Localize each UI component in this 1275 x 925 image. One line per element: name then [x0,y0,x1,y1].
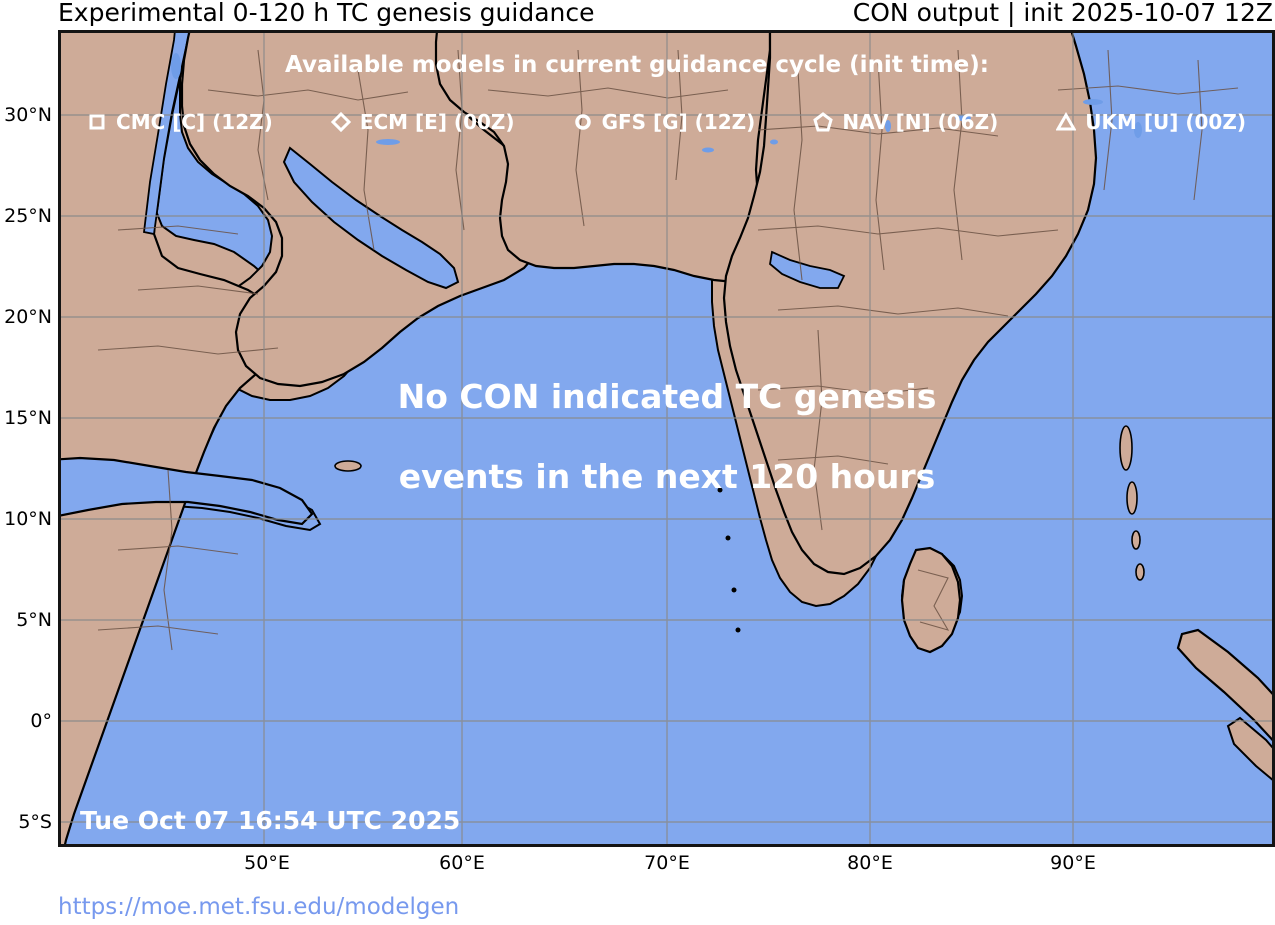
source-url-link[interactable]: https://moe.met.fsu.edu/modelgen [58,894,460,920]
page-title: Experimental 0-120 h TC genesis guidance [58,0,595,27]
lakshadweep-dot [717,487,723,493]
header-bar: Experimental 0-120 h TC genesis guidance… [0,0,1275,30]
water-features [171,53,1142,153]
gujarat-gulf-water [769,250,846,289]
y-tick-20N: 20°N [4,306,52,328]
y-tick-5N: 5°N [16,609,52,631]
header-output-info: CON output | init 2025-10-07 12Z [852,0,1273,27]
x-tick-70E: 70°E [644,852,690,874]
x-tick-60E: 60°E [439,852,485,874]
maldives-dot-1 [725,535,731,541]
grid-lines [61,33,1272,844]
persian-gulf-water [282,146,460,290]
maldives-dot-2 [731,587,737,593]
y-tick-30N: 30°N [4,104,52,126]
x-tick-80E: 80°E [847,852,893,874]
x-tick-90E: 90°E [1050,852,1096,874]
red-sea-water [143,33,191,236]
y-tick-25N: 25°N [4,205,52,227]
nicobar-island-2 [1135,563,1145,581]
rendered-geography [61,33,1098,844]
y-tick-5S: 5°S [18,811,52,833]
nicobar-island-1 [1131,530,1141,550]
socotra-island [334,460,362,472]
coastlines [334,425,1272,781]
x-tick-50E: 50°E [244,852,290,874]
andaman-island-1 [1119,425,1133,471]
africa-horn [61,33,300,844]
y-tick-0: 0° [30,710,52,732]
andaman-island-2 [1126,481,1138,515]
sri-lanka-land [900,546,962,654]
y-tick-15N: 15°N [4,407,52,429]
political-borders [97,49,1239,651]
maldives-dot-3 [735,627,741,633]
sumatra-island-2 [1226,716,1272,781]
india-land [722,33,1098,576]
sumatra-land [1176,628,1272,742]
y-tick-10N: 10°N [4,508,52,530]
genesis-guidance-map[interactable] [58,30,1275,847]
map-canvas [61,33,1272,844]
